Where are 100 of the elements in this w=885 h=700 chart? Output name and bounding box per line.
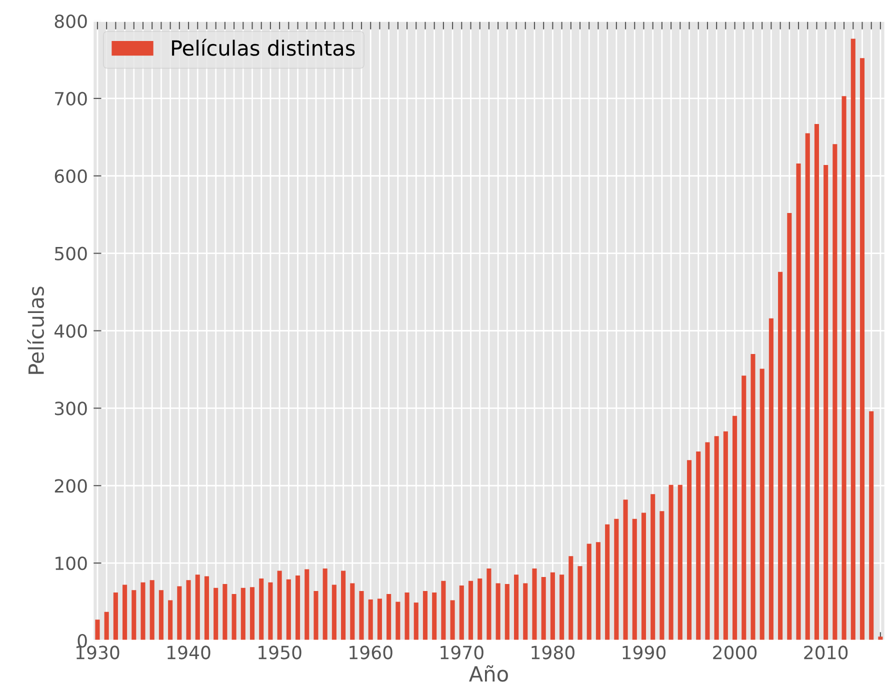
bar [132, 590, 136, 640]
bar [240, 588, 246, 640]
bar [404, 592, 410, 640]
bar [632, 518, 637, 640]
bar [586, 544, 592, 640]
bar [150, 580, 154, 640]
bar [742, 376, 746, 640]
bar [478, 578, 482, 640]
bar [796, 163, 801, 640]
bar [832, 144, 838, 640]
x-tick-label: 1970 [440, 646, 484, 660]
bar [514, 574, 519, 640]
bar [714, 436, 719, 640]
bar [486, 568, 492, 640]
legend-label: Películas distintas [172, 38, 355, 56]
x-tick-label: 2010 [804, 646, 848, 660]
bar [459, 586, 464, 640]
bar [350, 583, 355, 640]
x-tick-label: 1980 [532, 646, 574, 660]
bar [250, 587, 255, 640]
bar [158, 590, 164, 640]
y-tick-label: 400 [54, 324, 87, 338]
bar [560, 574, 564, 640]
bar [432, 592, 437, 640]
bar [140, 582, 146, 640]
bar [332, 584, 336, 640]
bar [113, 592, 118, 640]
bar [860, 58, 865, 640]
bar [386, 594, 392, 640]
bar [222, 584, 228, 640]
bar [168, 600, 173, 640]
bar [314, 590, 318, 640]
bar [787, 213, 792, 640]
bar [678, 484, 682, 640]
bar [204, 576, 210, 640]
bar [368, 599, 373, 640]
bar [304, 569, 310, 640]
y-tick-label: 700 [55, 92, 87, 106]
y-tick-label: 0 [78, 634, 87, 648]
bar [686, 460, 692, 640]
bar [650, 494, 656, 640]
x-axis-title: Año [469, 665, 508, 682]
bar [660, 511, 664, 640]
bar [760, 368, 764, 640]
bar [122, 584, 128, 640]
y-tick-label: 100 [56, 556, 87, 570]
bar [286, 579, 291, 640]
bar [623, 500, 628, 640]
bar [259, 578, 264, 640]
bar [450, 600, 455, 640]
bar [696, 452, 701, 640]
bar [550, 572, 555, 640]
y-tick-label: 500 [54, 246, 87, 260]
bar [396, 602, 400, 640]
bar [359, 590, 364, 640]
bar [750, 354, 756, 640]
bar [614, 518, 619, 640]
bar [468, 580, 474, 640]
x-tick-label: 2000 [713, 646, 757, 660]
x-tick-label: 1960 [350, 646, 392, 660]
bar [523, 583, 528, 640]
bar [532, 568, 537, 640]
bar [768, 318, 774, 640]
bar [177, 586, 182, 640]
bar [578, 566, 582, 640]
bar [605, 524, 610, 640]
bar [668, 484, 674, 640]
y-tick-label: 600 [54, 169, 87, 183]
bar [277, 570, 282, 640]
bar [824, 165, 828, 640]
x-tick-label: 1950 [258, 646, 302, 660]
bar [341, 570, 346, 640]
bar [268, 582, 273, 640]
bar [842, 96, 846, 640]
bar [723, 431, 728, 640]
bar [414, 602, 418, 640]
y-axis-title: Películas [27, 286, 44, 374]
bar [186, 580, 191, 640]
bar [295, 575, 300, 640]
bar [322, 568, 328, 640]
x-tick-label: 1990 [622, 646, 666, 660]
bar [850, 38, 856, 640]
y-tick-label: 800 [54, 14, 87, 28]
bar [869, 411, 874, 640]
bar [441, 580, 446, 640]
x-tick-label: 1940 [168, 646, 210, 660]
bar [377, 598, 382, 640]
bar [195, 574, 200, 640]
y-tick-label: 300 [54, 402, 87, 416]
bar [732, 416, 738, 640]
bar [814, 124, 819, 640]
bar [232, 594, 236, 640]
x-tick-label: 1930 [76, 646, 120, 660]
bar [778, 272, 783, 640]
bar [504, 584, 510, 640]
bar [641, 512, 646, 640]
y-tick-label: 200 [54, 479, 87, 493]
bar [568, 556, 574, 640]
bar [496, 583, 500, 640]
bar [541, 577, 546, 640]
